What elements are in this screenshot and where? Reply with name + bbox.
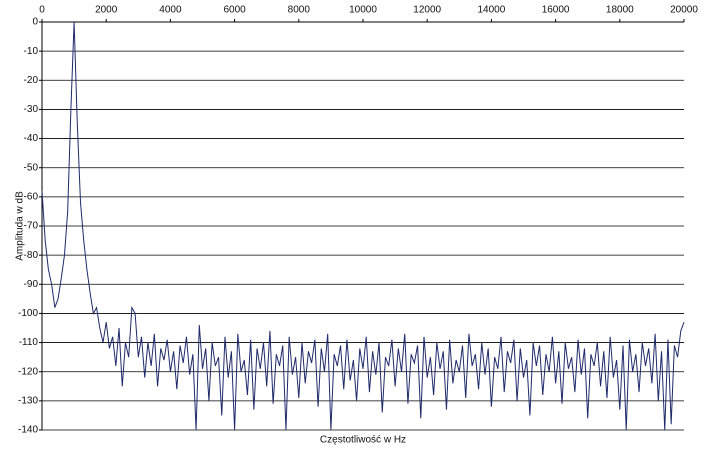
x-tick-label: 6000	[223, 5, 246, 16]
y-tick-label: -60	[24, 191, 39, 202]
y-tick-label: -120	[18, 366, 38, 377]
y-tick-label: -130	[18, 395, 38, 406]
spectrum-line	[41, 21, 685, 431]
y-tick-label: -20	[24, 75, 39, 86]
x-tick-label: 14000	[477, 5, 505, 16]
y-axis-title: Amplituda w dB	[15, 191, 26, 261]
y-tick-label: -140	[18, 425, 38, 436]
x-tick-label: 8000	[288, 5, 311, 16]
x-tick-label: 10000	[349, 5, 377, 16]
y-tick-label: -70	[24, 221, 39, 232]
x-axis-title: Częstotliwość w Hz	[320, 435, 406, 446]
y-tick-label: -90	[24, 279, 39, 290]
x-tick-label: 20000	[670, 5, 698, 16]
y-tick-label: -50	[24, 162, 39, 173]
y-tick-label: 0	[32, 17, 38, 28]
x-tick-label: 16000	[542, 5, 570, 16]
y-tick-label: -110	[19, 337, 39, 348]
y-tick-label: -10	[24, 46, 39, 57]
y-tick-label: -30	[24, 104, 39, 115]
x-tick-label: 12000	[413, 5, 441, 16]
y-tick-label: -100	[18, 308, 38, 319]
y-tick-label: -80	[24, 250, 39, 261]
x-tick-label: 18000	[606, 5, 634, 16]
x-tick-label: 4000	[159, 5, 182, 16]
x-tick-label: 2000	[95, 5, 118, 16]
x-tick-label: 0	[39, 5, 45, 16]
y-tick-label: -40	[24, 133, 39, 144]
